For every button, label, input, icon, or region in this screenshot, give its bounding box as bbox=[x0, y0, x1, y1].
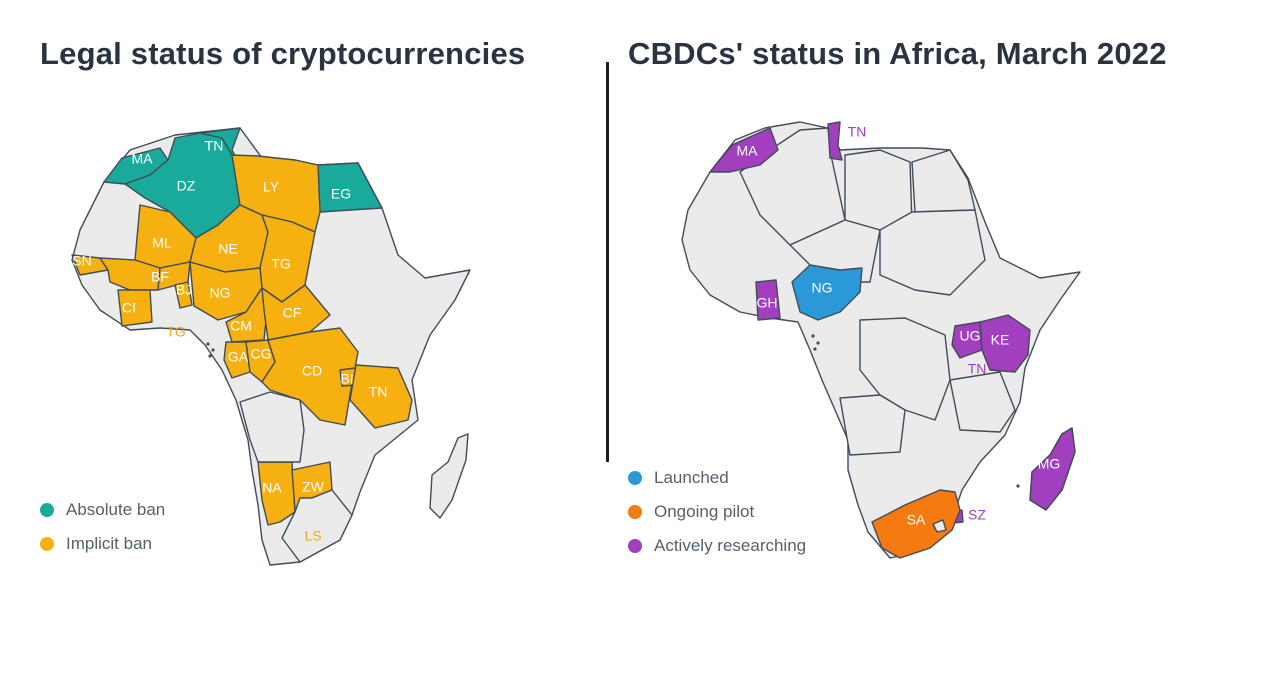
right-label-GH: GH bbox=[757, 295, 778, 311]
right-country-NG bbox=[791, 264, 863, 321]
right-angola bbox=[839, 394, 906, 456]
right-country-TN bbox=[827, 121, 843, 161]
left-label-BI: BI bbox=[340, 371, 353, 387]
left-label-ML: ML bbox=[152, 235, 172, 251]
panel-divider bbox=[606, 62, 609, 462]
right-country-MA bbox=[709, 127, 779, 173]
right-legend: Launched Ongoing pilot Actively research… bbox=[628, 461, 806, 563]
right-label-KE: KE bbox=[991, 332, 1010, 348]
left-label-NE: NE bbox=[218, 241, 237, 257]
right-country-UG bbox=[951, 321, 983, 359]
left-label-MA: MA bbox=[132, 151, 154, 167]
right-label-NG: NG bbox=[812, 280, 833, 296]
left-label-CM: CM bbox=[230, 318, 252, 334]
legend-item-absolute-ban: Absolute ban bbox=[40, 493, 165, 527]
left-label-BF: BF bbox=[151, 269, 169, 285]
legend-label: Actively researching bbox=[654, 536, 807, 555]
left-map-title: Legal status of cryptocurrencies bbox=[40, 36, 526, 71]
legend-label: Launched bbox=[654, 468, 729, 487]
legend-label: Implicit ban bbox=[66, 534, 152, 553]
left-label-CD: CD bbox=[302, 363, 322, 379]
left-madagascar bbox=[429, 433, 469, 519]
left-label-GA: GA bbox=[228, 349, 249, 365]
absolute-ban-dot-icon bbox=[40, 503, 54, 517]
ongoing-pilot-dot-icon bbox=[628, 505, 642, 519]
right-label-SA: SA bbox=[907, 512, 926, 528]
left-label-EG: EG bbox=[331, 186, 351, 202]
left-country-BJ bbox=[174, 281, 193, 309]
left-country-TN-east bbox=[349, 364, 413, 429]
legend-item-implicit-ban: Implicit ban bbox=[40, 527, 165, 561]
legend-label: Absolute ban bbox=[66, 500, 166, 519]
left-label-LY: LY bbox=[263, 179, 280, 195]
left-label-NA: NA bbox=[262, 480, 282, 496]
left-country-angola bbox=[239, 391, 305, 463]
legend-item-actively-researching: Actively researching bbox=[628, 529, 806, 563]
left-country-CD bbox=[261, 327, 359, 426]
right-label-MG: MG bbox=[1038, 456, 1061, 472]
right-map-title: CBDCs' status in Africa, March 2022 bbox=[628, 36, 1167, 71]
left-country-south-misc bbox=[281, 489, 353, 563]
left-label-TN-east: TN bbox=[369, 384, 388, 400]
legend-item-launched: Launched bbox=[628, 461, 806, 495]
left-label-NG: NG bbox=[210, 285, 231, 301]
launched-dot-icon bbox=[628, 471, 642, 485]
right-label-TN-north: TN bbox=[848, 124, 867, 140]
left-label-ZW: ZW bbox=[302, 479, 325, 495]
left-label-LS: LS bbox=[304, 528, 321, 544]
right-label-MA: MA bbox=[737, 143, 759, 159]
left-country-CF bbox=[261, 284, 331, 341]
left-legend: Absolute ban Implicit ban bbox=[40, 493, 165, 561]
left-label-TN: TN bbox=[205, 138, 224, 154]
left-country-GA bbox=[223, 341, 251, 379]
right-country-MG bbox=[1029, 427, 1076, 511]
right-label-TN-east: TN bbox=[968, 361, 987, 377]
right-drc bbox=[859, 317, 951, 421]
right-map: MA TN GH UG KE TN MG SZ NG SA bbox=[681, 121, 1081, 559]
right-tanzania bbox=[949, 371, 1016, 433]
right-label-UG: UG bbox=[960, 328, 981, 344]
legend-item-ongoing-pilot: Ongoing pilot bbox=[628, 495, 806, 529]
right-label-SZ: SZ bbox=[968, 507, 986, 523]
left-label-CF: CF bbox=[283, 305, 302, 321]
legend-label: Ongoing pilot bbox=[654, 502, 755, 521]
implicit-ban-dot-icon bbox=[40, 537, 54, 551]
right-country-GH bbox=[755, 279, 781, 321]
right-country-SA bbox=[871, 489, 961, 559]
left-country-CI bbox=[117, 289, 153, 327]
actively-researching-dot-icon bbox=[628, 539, 642, 553]
left-label-DZ: DZ bbox=[177, 178, 196, 194]
left-label-CG: CG bbox=[251, 346, 272, 362]
left-label-SN: SN bbox=[72, 253, 91, 269]
left-label-TG-east: TG bbox=[271, 256, 290, 272]
left-label-BJ: BJ bbox=[176, 282, 192, 298]
left-label-CI: CI bbox=[122, 300, 136, 316]
right-sudan bbox=[879, 209, 986, 296]
left-label-TG-west: TG bbox=[166, 324, 185, 340]
right-country-KE bbox=[979, 314, 1031, 373]
left-map: MA TN DZ EG LY ML NE SN BF BJ CI TG NG T… bbox=[71, 127, 471, 566]
right-country-lesotho bbox=[932, 519, 947, 533]
right-egypt bbox=[911, 149, 976, 213]
